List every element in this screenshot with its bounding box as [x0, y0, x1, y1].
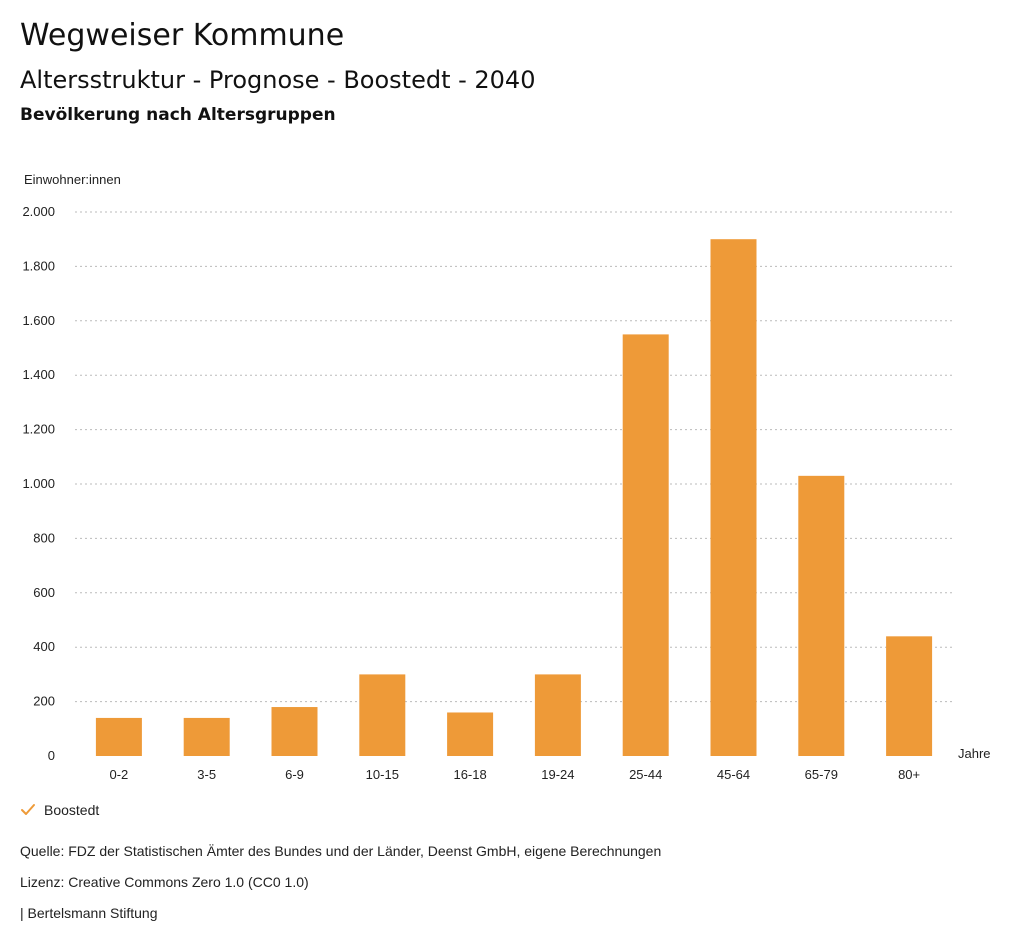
- bar[interactable]: [886, 636, 933, 756]
- y-tick-label: 1.000: [22, 476, 55, 491]
- bar[interactable]: [710, 239, 757, 756]
- x-axis-ticks: 0-2 3-5 6-9 10-15 16-18 19-24 25-44 45-64 65-79 8…: [110, 767, 921, 782]
- y-tick-label: 600: [33, 585, 55, 600]
- y-tick-label: 2.000: [22, 204, 55, 219]
- bar[interactable]: [183, 717, 230, 756]
- y-tick-label: 1.800: [22, 258, 55, 273]
- x-tick-label: 6-9: [285, 767, 304, 782]
- brand-title: Wegweiser Kommune: [20, 18, 345, 53]
- x-tick-label: 16-18: [453, 767, 486, 782]
- bar[interactable]: [534, 674, 581, 756]
- y-tick-label: 400: [33, 639, 55, 654]
- x-axis-title: Jahre: [958, 746, 991, 761]
- y-tick-label: 1.600: [22, 313, 55, 328]
- bar[interactable]: [622, 334, 669, 756]
- x-tick-label: 65-79: [805, 767, 838, 782]
- bar[interactable]: [447, 712, 494, 756]
- chart-subtitle: Bevölkerung nach Altersgruppen: [20, 105, 336, 125]
- x-tick-label: 25-44: [629, 767, 662, 782]
- bars: [95, 239, 933, 756]
- legend-item-label: Boostedt: [44, 802, 100, 818]
- x-tick-label: 45-64: [717, 767, 750, 782]
- bar-chart: Einwohner:innen 0 200 400 600 800 1.000 1.200 1…: [22, 172, 991, 782]
- x-tick-label: 10-15: [366, 767, 399, 782]
- y-axis-title: Einwohner:innen: [24, 172, 121, 187]
- legend[interactable]: Boostedt: [20, 802, 99, 818]
- footer-license: Lizenz: Creative Commons Zero 1.0 (CC0 1…: [20, 874, 309, 890]
- check-icon: [21, 804, 35, 815]
- y-tick-label: 0: [48, 748, 55, 763]
- y-tick-label: 800: [33, 530, 55, 545]
- chart-title: Altersstruktur - Prognose - Boostedt - 2…: [20, 66, 536, 94]
- bar[interactable]: [798, 475, 845, 756]
- footer-publisher: | Bertelsmann Stiftung: [20, 905, 158, 921]
- bar[interactable]: [95, 717, 142, 756]
- y-tick-label: 200: [33, 694, 55, 709]
- x-tick-label: 19-24: [541, 767, 574, 782]
- x-tick-label: 3-5: [197, 767, 216, 782]
- x-tick-label: 0-2: [110, 767, 129, 782]
- bar[interactable]: [359, 674, 406, 756]
- bar[interactable]: [271, 707, 318, 756]
- footer-source: Quelle: FDZ der Statistischen Ämter des …: [20, 843, 662, 859]
- y-tick-label: 1.200: [22, 422, 55, 437]
- x-tick-label: 80+: [898, 767, 920, 782]
- y-tick-label: 1.400: [22, 367, 55, 382]
- y-axis-ticks: 0 200 400 600 800 1.000 1.200 1.400 1.600 1.800 2.…: [22, 204, 55, 763]
